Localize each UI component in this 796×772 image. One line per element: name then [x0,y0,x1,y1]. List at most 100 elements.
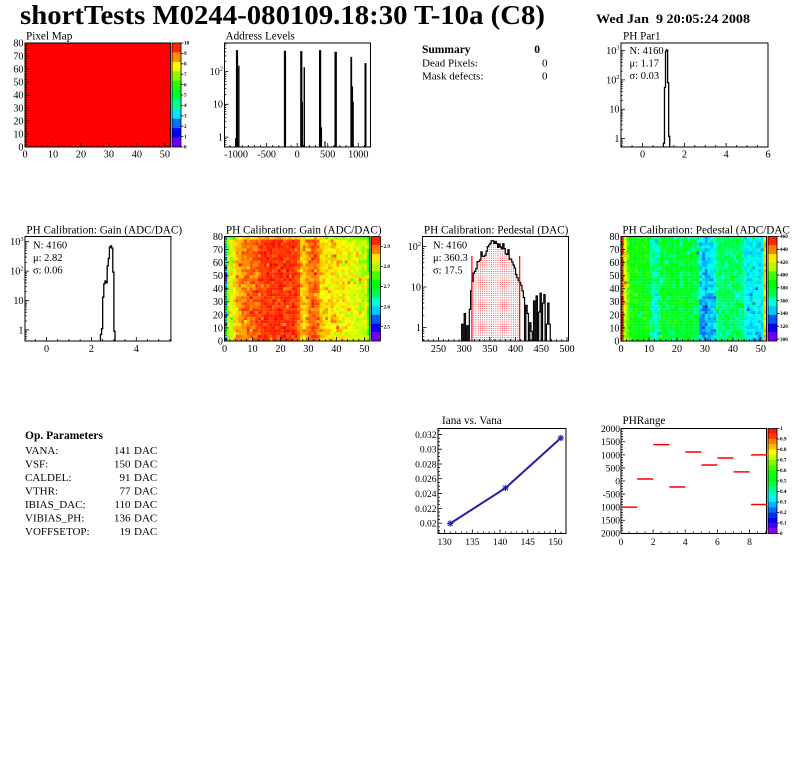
svg-text:shortTests M0244-080109.18:30: shortTests M0244-080109.18:30 T-10a (C8) [20,0,545,30]
svg-text:145: 145 [521,538,536,548]
svg-text:10: 10 [213,323,223,334]
svg-text:1500: 1500 [601,517,620,527]
svg-text:0: 0 [640,149,645,160]
svg-text:0.7: 0.7 [780,458,787,464]
svg-text:10: 10 [13,129,23,140]
svg-text:350: 350 [482,344,497,355]
svg-text:60: 60 [13,64,23,75]
svg-text:141: 141 [114,445,131,457]
svg-text:2000: 2000 [601,530,620,540]
svg-text:420: 420 [780,260,788,266]
svg-text:Address Levels: Address Levels [226,30,295,42]
svg-text:102: 102 [210,66,223,78]
svg-text:2.8: 2.8 [384,264,391,270]
svg-text:0.03: 0.03 [420,446,437,456]
svg-text:102: 102 [10,265,23,277]
svg-text:1: 1 [614,134,619,145]
svg-text:50: 50 [756,344,766,355]
svg-text:1: 1 [18,325,23,336]
svg-text:0.8: 0.8 [780,447,787,453]
svg-text:30: 30 [104,149,114,160]
svg-text:0.4: 0.4 [780,489,787,495]
svg-text:50: 50 [13,77,23,88]
svg-text:300: 300 [780,337,788,343]
svg-text:VANA:: VANA: [25,445,58,457]
svg-text:0: 0 [534,44,540,56]
svg-text:1: 1 [184,134,187,140]
svg-text:0.9: 0.9 [780,437,787,443]
svg-text:8: 8 [184,62,187,68]
svg-text:40: 40 [13,90,23,101]
svg-text:1000: 1000 [348,149,368,160]
svg-text:1: 1 [218,133,223,144]
svg-text:135: 135 [465,538,480,548]
svg-text:30: 30 [13,103,23,114]
svg-text:500: 500 [559,344,574,355]
svg-text:PH Calibration: Gain (ADC/DAC): PH Calibration: Gain (ADC/DAC) [26,224,182,236]
svg-text:360: 360 [780,298,788,304]
svg-text:IBIAS_DAC:: IBIAS_DAC: [25,499,86,511]
svg-text:2.9: 2.9 [384,244,391,250]
svg-text:500: 500 [606,464,621,474]
svg-text:2: 2 [89,344,94,355]
svg-text:400: 400 [780,273,788,279]
svg-text:1000: 1000 [601,451,620,461]
svg-text:10: 10 [247,344,257,355]
svg-text:20: 20 [275,344,285,355]
svg-text:40: 40 [728,344,738,355]
svg-text:1: 1 [416,323,421,334]
svg-text:Op. Parameters: Op. Parameters [25,430,103,442]
svg-text:103: 103 [606,45,619,57]
svg-text:10: 10 [213,100,223,111]
svg-text:380: 380 [780,286,788,292]
svg-text:7: 7 [184,72,187,78]
svg-text:80: 80 [13,38,23,49]
svg-text:DAC: DAC [134,459,157,471]
svg-text:10: 10 [184,41,190,47]
svg-text:μ: 1.17: μ: 1.17 [630,59,660,70]
svg-text:136: 136 [114,513,131,525]
svg-text:0: 0 [22,149,27,160]
svg-text:8: 8 [747,538,752,548]
svg-text:0.024: 0.024 [415,490,437,500]
svg-text:σ: 0.03: σ: 0.03 [630,71,660,82]
svg-text:50: 50 [160,149,170,160]
svg-text:DAC: DAC [134,445,157,457]
svg-text:VIBIAS_PH:: VIBIAS_PH: [25,513,84,525]
svg-text:130: 130 [437,538,452,548]
svg-text:N: 4160: N: 4160 [33,241,67,252]
svg-text:30: 30 [213,297,223,308]
svg-text:VSF:: VSF: [25,459,48,471]
svg-text:10: 10 [411,282,421,293]
svg-text:0: 0 [614,336,619,347]
svg-text:PHRange: PHRange [623,415,666,427]
svg-text:70: 70 [609,245,619,256]
svg-text:50: 50 [609,271,619,282]
svg-text:60: 60 [213,258,223,269]
svg-text:μ: 2.82: μ: 2.82 [33,253,63,264]
svg-text:0: 0 [44,344,49,355]
svg-text:2000: 2000 [601,425,620,435]
svg-text:10: 10 [48,149,58,160]
svg-text:40: 40 [213,284,223,295]
svg-text:110: 110 [114,499,131,511]
svg-text:0.022: 0.022 [415,505,437,515]
svg-text:2: 2 [682,149,687,160]
svg-text:VOFFSETOP:: VOFFSETOP: [25,526,90,538]
svg-text:40: 40 [132,149,142,160]
svg-text:70: 70 [213,245,223,256]
svg-text:PH Calibration: Gain (ADC/DAC): PH Calibration: Gain (ADC/DAC) [226,224,382,236]
svg-text:μ: 360.3: μ: 360.3 [433,253,468,264]
svg-text:80: 80 [609,232,619,243]
svg-text:0.1: 0.1 [780,521,787,527]
svg-text:0.026: 0.026 [415,475,437,485]
svg-text:10: 10 [609,323,619,334]
svg-text:0.02: 0.02 [420,520,437,530]
svg-text:50: 50 [359,344,369,355]
svg-text:4: 4 [724,149,729,160]
svg-text:19: 19 [120,526,132,538]
svg-text:PH Par1: PH Par1 [623,30,661,42]
svg-text:DAC: DAC [134,513,157,525]
svg-text:340: 340 [780,311,788,317]
svg-text:150: 150 [548,538,563,548]
